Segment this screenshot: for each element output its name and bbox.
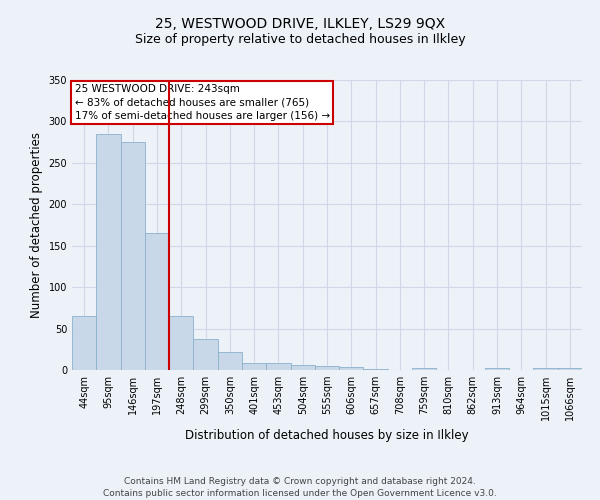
Bar — [266, 362, 290, 370]
Bar — [412, 368, 436, 370]
Text: Size of property relative to detached houses in Ilkley: Size of property relative to detached ho… — [134, 32, 466, 46]
Bar — [145, 234, 169, 370]
Bar — [96, 134, 121, 370]
Bar — [121, 142, 145, 370]
Bar — [169, 316, 193, 370]
Bar — [72, 316, 96, 370]
Bar — [218, 352, 242, 370]
Bar — [193, 340, 218, 370]
Text: 25 WESTWOOD DRIVE: 243sqm
← 83% of detached houses are smaller (765)
17% of semi: 25 WESTWOOD DRIVE: 243sqm ← 83% of detac… — [74, 84, 329, 120]
Text: 25, WESTWOOD DRIVE, ILKLEY, LS29 9QX: 25, WESTWOOD DRIVE, ILKLEY, LS29 9QX — [155, 18, 445, 32]
Bar — [533, 368, 558, 370]
Y-axis label: Number of detached properties: Number of detached properties — [30, 132, 43, 318]
Text: Contains HM Land Registry data © Crown copyright and database right 2024.
Contai: Contains HM Land Registry data © Crown c… — [103, 476, 497, 498]
Bar — [485, 368, 509, 370]
Bar — [315, 366, 339, 370]
Bar — [339, 366, 364, 370]
Bar — [364, 369, 388, 370]
Bar — [242, 364, 266, 370]
Bar — [558, 368, 582, 370]
X-axis label: Distribution of detached houses by size in Ilkley: Distribution of detached houses by size … — [185, 428, 469, 442]
Bar — [290, 365, 315, 370]
